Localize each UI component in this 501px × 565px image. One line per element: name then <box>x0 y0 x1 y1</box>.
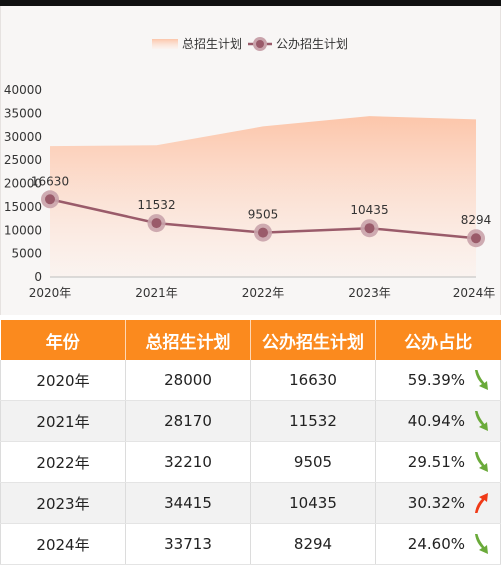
trend-down-arrow-icon <box>475 411 488 431</box>
cell-ratio: 29.51% <box>375 441 501 483</box>
table-row: 2020年 28000 16630 59.39% <box>0 360 501 401</box>
x-tick-label: 2020年 <box>29 286 72 300</box>
cell-ratio: 59.39% <box>375 360 501 401</box>
header-total: 总招生计划 <box>125 320 251 360</box>
arrow-shape <box>475 452 488 472</box>
legend-area-swatch <box>152 39 178 49</box>
x-tick-label: 2022年 <box>242 286 285 300</box>
cell-year: 2020年 <box>0 360 126 401</box>
trend-down-arrow-icon <box>475 534 488 554</box>
ratio-value: 59.39% <box>407 371 465 389</box>
table-row: 2021年 28170 11532 40.94% <box>0 400 501 442</box>
y-tick-label: 15000 <box>4 200 42 214</box>
cell-ratio: 24.60% <box>375 523 501 565</box>
data-label: 10435 <box>350 203 388 217</box>
cell-public: 9505 <box>250 441 376 483</box>
enrollment-chart: 总招生计划 公办招生计划 0 5000 10000 15000 20000 25000 30… <box>4 36 496 300</box>
data-label: 11532 <box>137 198 175 212</box>
data-point <box>471 233 481 244</box>
data-point <box>364 223 375 234</box>
enrollment-table: 年份 总招生计划 公办招生计划 公办占比 2020年 28000 16630 5… <box>0 320 501 565</box>
ratio-value: 29.51% <box>407 453 465 471</box>
ratio-value: 30.32% <box>407 494 465 512</box>
cell-public: 16630 <box>250 360 376 401</box>
header-public: 公办招生计划 <box>250 320 376 360</box>
y-tick-label: 0 <box>34 270 42 284</box>
cell-year: 2021年 <box>0 400 126 442</box>
table-row: 2024年 33713 8294 24.60% <box>0 523 501 565</box>
trend-down-arrow-icon <box>475 370 488 390</box>
arrow-shape <box>475 534 488 554</box>
arrow-shape <box>475 493 488 513</box>
header-year: 年份 <box>0 320 126 360</box>
ratio-value: 24.60% <box>407 535 465 553</box>
plot-area: 16630 11532 9505 10435 8294 <box>31 116 491 277</box>
x-tick-label: 2023年 <box>348 286 391 300</box>
cell-ratio: 40.94% <box>375 400 501 442</box>
cell-ratio: 30.32% <box>375 482 501 524</box>
cell-public: 10435 <box>250 482 376 524</box>
x-axis: 2020年 2021年 2022年 2023年 2024年 <box>29 276 496 300</box>
trend-up-arrow-icon <box>475 493 488 513</box>
y-tick-label: 40000 <box>4 83 42 97</box>
data-label: 9505 <box>248 208 279 222</box>
cell-year: 2024年 <box>0 523 126 565</box>
data-point <box>258 227 268 238</box>
cell-public: 8294 <box>250 523 376 565</box>
area-series-total <box>50 116 476 277</box>
arrow-shape <box>475 370 488 390</box>
cell-total: 33713 <box>125 523 251 565</box>
top-bar <box>0 0 501 6</box>
table-header-row: 年份 总招生计划 公办招生计划 公办占比 <box>0 320 501 360</box>
y-tick-label: 10000 <box>4 223 42 237</box>
arrow-shape <box>475 411 488 431</box>
y-tick-label: 30000 <box>4 130 42 144</box>
x-tick-label: 2024年 <box>453 286 496 300</box>
legend-label-total: 总招生计划 <box>182 37 242 51</box>
data-point <box>151 218 162 229</box>
cell-year: 2023年 <box>0 482 126 524</box>
table-row: 2022年 32210 9505 29.51% <box>0 441 501 483</box>
cell-total: 34415 <box>125 482 251 524</box>
y-tick-label: 5000 <box>11 247 42 261</box>
x-tick-label: 2021年 <box>135 286 178 300</box>
cell-year: 2022年 <box>0 441 126 483</box>
data-label: 8294 <box>461 213 492 227</box>
table-row: 2023年 34415 10435 30.32% <box>0 482 501 524</box>
chart-legend: 总招生计划 公办招生计划 <box>152 36 348 51</box>
cell-total: 32210 <box>125 441 251 483</box>
data-label: 16630 <box>31 174 69 188</box>
y-tick-label: 25000 <box>4 153 42 167</box>
legend-label-public: 公办招生计划 <box>276 36 348 51</box>
legend-line-marker <box>256 40 264 48</box>
cell-total: 28170 <box>125 400 251 442</box>
y-tick-label: 20000 <box>4 177 42 191</box>
ratio-value: 40.94% <box>407 412 465 430</box>
trend-down-arrow-icon <box>475 452 488 472</box>
data-point <box>45 194 55 205</box>
header-ratio: 公办占比 <box>375 320 501 360</box>
y-axis: 0 5000 10000 15000 20000 25000 30000 35000 40000 <box>4 83 42 284</box>
cell-public: 11532 <box>250 400 376 442</box>
cell-total: 28000 <box>125 360 251 401</box>
y-tick-label: 35000 <box>4 106 42 120</box>
